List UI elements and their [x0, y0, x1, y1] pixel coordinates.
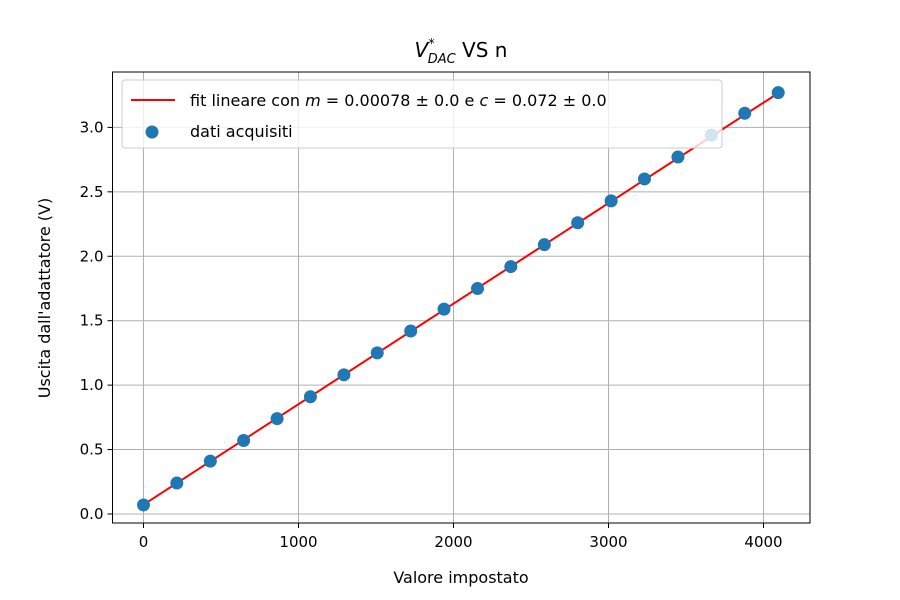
x-axis-label: Valore impostato [393, 568, 528, 587]
x-tick-label: 3000 [589, 533, 627, 551]
data-point [604, 194, 618, 208]
y-tick-label: 1.5 [80, 312, 104, 330]
fit-line [142, 92, 779, 506]
y-tick-label: 0.0 [80, 505, 104, 523]
y-axis-label: Uscita dall'adattatore (V) [35, 198, 54, 398]
data-point [504, 260, 518, 274]
data-point [203, 454, 217, 468]
data-point [237, 434, 251, 448]
data-point [537, 238, 551, 252]
y-tick-label: 2.0 [80, 247, 104, 265]
legend: fit lineare con m = 0.00078 ± 0.0 e c = … [121, 79, 723, 149]
legend-data-swatch [145, 125, 159, 139]
ticks-layer: 0 1000 2000 3000 4000 0.0 0.5 1.0 1.5 2.0 2.5 3.0 [80, 118, 783, 551]
data-point [637, 172, 651, 186]
x-tick-label: 4000 [744, 533, 782, 551]
x-tick-label: 1000 [279, 533, 317, 551]
legend-data-label: dati acquisiti [190, 122, 293, 141]
y-tick-label: 3.0 [80, 118, 104, 136]
data-point [370, 346, 384, 360]
legend-box [121, 79, 723, 149]
plot-frame [112, 71, 811, 524]
data-point [571, 216, 585, 230]
data-point [137, 498, 150, 512]
data-point [270, 412, 284, 426]
x-tick-label: 0 [139, 533, 149, 551]
data-point [771, 86, 785, 100]
data-point [671, 150, 685, 164]
x-tick-label: 2000 [434, 533, 472, 551]
y-tick-label: 0.5 [80, 441, 104, 459]
data-point [437, 302, 451, 316]
y-tick-label: 2.5 [80, 183, 104, 201]
points-layer [137, 86, 785, 512]
legend-fit-label: fit lineare con m = 0.00078 ± 0.0 e c = … [190, 91, 607, 110]
data-point [471, 281, 485, 295]
fit-layer [142, 92, 779, 506]
data-point [738, 106, 752, 120]
data-point [170, 476, 184, 490]
y-tick-label: 1.0 [80, 376, 104, 394]
data-point [337, 368, 351, 382]
data-point [303, 390, 317, 404]
data-point [404, 324, 418, 338]
chart-title: V* DAC VS n [415, 37, 508, 67]
